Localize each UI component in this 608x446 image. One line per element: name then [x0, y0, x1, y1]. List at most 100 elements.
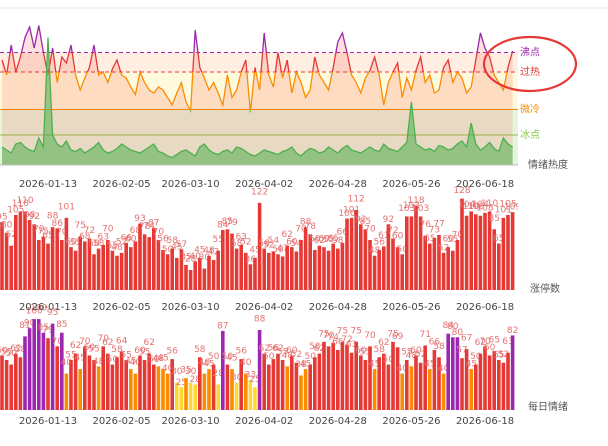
data-label: 56 — [373, 238, 385, 248]
data-label: 74 — [327, 333, 339, 343]
bar — [9, 245, 13, 290]
data-label: 103 — [412, 204, 429, 214]
data-label: 118 — [407, 196, 424, 206]
bar — [83, 241, 87, 290]
data-label: 55 — [360, 348, 371, 358]
x-tick-label: 2026-03-10 — [162, 302, 220, 313]
bar — [340, 242, 345, 290]
data-label: 48 — [153, 354, 165, 364]
bar — [409, 216, 414, 290]
bar — [382, 246, 386, 290]
bar — [359, 224, 363, 290]
data-label: 58 — [309, 342, 321, 352]
data-label: 74 — [143, 222, 155, 232]
data-label: 75 — [350, 326, 361, 336]
data-label: 57 — [456, 346, 467, 356]
data-label: 61 — [378, 231, 389, 241]
data-label: 65 — [488, 335, 499, 345]
bar — [50, 227, 55, 290]
bar — [267, 252, 271, 290]
data-label: 25 — [176, 378, 187, 388]
bar — [179, 249, 184, 290]
data-label: 56 — [268, 344, 280, 354]
bar — [147, 353, 151, 410]
data-label: 45 — [226, 354, 237, 364]
data-label: 58 — [258, 239, 270, 249]
bar — [326, 250, 331, 290]
data-label: 122 — [251, 187, 268, 197]
zone-band — [0, 52, 518, 72]
bar — [294, 362, 299, 410]
data-label: 40 — [130, 358, 142, 368]
bar — [267, 364, 271, 410]
bar — [37, 240, 41, 290]
zone-label: 沸点 — [520, 46, 540, 59]
x-tick-label: 2026-06-18 — [456, 179, 514, 190]
bar — [437, 235, 441, 290]
data-label: 85 — [38, 323, 49, 333]
data-label: 106 — [467, 202, 484, 212]
bar — [446, 247, 450, 290]
bar — [4, 360, 9, 410]
data-label: 45 — [465, 360, 476, 370]
bar — [437, 357, 441, 410]
data-label: 65 — [42, 231, 53, 241]
data-label: 40 — [438, 364, 450, 374]
bar — [119, 252, 124, 290]
bar — [138, 223, 142, 290]
data-label: 62 — [5, 230, 16, 240]
data-label: 48 — [93, 357, 105, 367]
data-label: 40 — [240, 358, 252, 368]
data-label: 78 — [139, 222, 151, 232]
data-label: 70 — [452, 231, 464, 241]
data-label: 52 — [438, 243, 449, 253]
bar — [142, 234, 147, 290]
bar — [161, 369, 165, 410]
bar — [354, 210, 358, 290]
data-label: 52 — [291, 350, 302, 360]
bar — [336, 248, 340, 290]
bar — [257, 330, 262, 410]
bar — [60, 332, 64, 410]
bar — [138, 355, 142, 410]
data-label: 40 — [61, 358, 73, 368]
bar — [451, 337, 455, 410]
bar — [69, 360, 73, 410]
bar — [60, 240, 64, 290]
bar — [285, 245, 289, 290]
bar — [124, 242, 128, 290]
data-label: 48 — [203, 246, 215, 256]
data-label: 77 — [433, 220, 444, 230]
bar — [414, 355, 418, 410]
bar — [87, 355, 92, 410]
data-label: 48 — [111, 243, 123, 253]
data-label: 62 — [143, 338, 154, 348]
bar — [83, 346, 87, 410]
bar — [262, 353, 266, 410]
data-label: 45 — [171, 242, 182, 252]
bar — [368, 240, 372, 290]
bar — [441, 252, 446, 290]
bar — [469, 211, 473, 290]
data-label: 70 — [102, 225, 114, 235]
bar — [188, 270, 193, 290]
data-label: 35 — [180, 366, 191, 376]
bar — [175, 382, 179, 410]
data-label: 62 — [281, 230, 292, 240]
bar — [253, 387, 257, 410]
data-label: 58 — [433, 342, 445, 352]
bar — [92, 360, 96, 410]
bar — [129, 369, 133, 410]
data-label: 68 — [130, 226, 142, 236]
data-label: 76 — [419, 220, 431, 230]
data-label: 52 — [240, 237, 251, 247]
data-label: 62 — [378, 338, 389, 348]
bar — [9, 364, 13, 410]
data-label: 73 — [429, 225, 440, 235]
data-label: 45 — [194, 245, 205, 255]
data-label: 70 — [295, 225, 307, 235]
bar — [428, 243, 432, 290]
data-label: 62 — [475, 338, 486, 348]
data-label: 75 — [337, 326, 348, 336]
bar — [423, 345, 427, 410]
